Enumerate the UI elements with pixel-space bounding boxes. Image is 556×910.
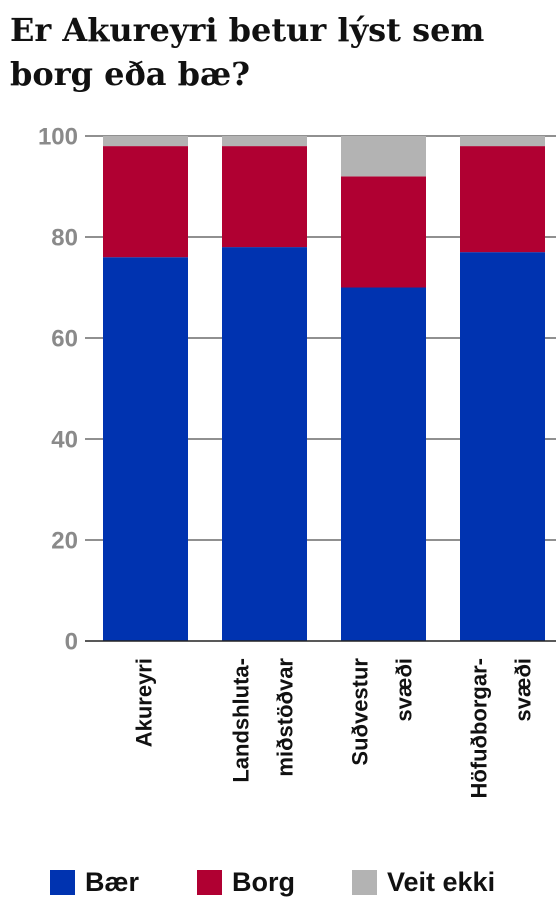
y-tick-label: 0 — [65, 628, 78, 655]
legend-swatch — [50, 870, 75, 895]
y-tick-label: 20 — [51, 527, 78, 554]
bar-segment — [341, 176, 426, 288]
bar-segment — [460, 146, 545, 253]
y-tick-label: 100 — [38, 123, 78, 150]
x-tick-label: svæði — [391, 658, 416, 722]
bar-segment — [341, 287, 426, 641]
bar-segment — [103, 136, 188, 147]
x-tick-label: svæði — [510, 658, 535, 722]
y-tick-label: 60 — [51, 325, 78, 352]
bar-segment — [460, 252, 545, 641]
x-tick-label: Akureyri — [131, 658, 156, 747]
y-tick-label: 40 — [51, 426, 78, 453]
bar-segment — [222, 146, 307, 248]
bar-segment — [222, 136, 307, 147]
y-tick-label: 80 — [51, 224, 78, 251]
x-tick-label: Höfuðborgar- — [466, 658, 491, 799]
bar-segment — [103, 257, 188, 641]
bar-segment — [222, 247, 307, 641]
legend-label: Veit ekki — [387, 867, 495, 897]
bar-segment — [103, 146, 188, 258]
legend-label: Bær — [85, 867, 140, 897]
chart-title: Er Akureyri betur lýst sem borg eða bæ? — [10, 11, 485, 93]
bar-segment — [341, 136, 426, 177]
legend-label: Borg — [232, 867, 295, 897]
legend-swatch — [197, 870, 222, 895]
bar-segment — [460, 136, 545, 147]
x-tick-label: Suðvestur — [347, 658, 372, 766]
legend-swatch — [352, 870, 377, 895]
x-tick-label: Landshluta- — [228, 658, 253, 783]
x-tick-label: miðstöðvar — [272, 658, 297, 777]
